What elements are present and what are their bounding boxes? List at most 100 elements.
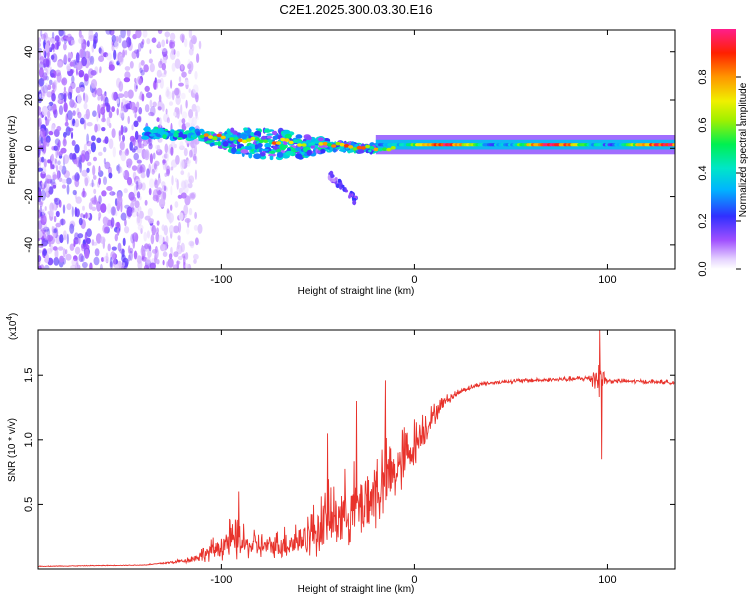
heatmap-cell — [345, 147, 350, 150]
heatmap-cell — [116, 221, 120, 229]
heatmap-cell — [71, 206, 74, 218]
heatmap-cell — [134, 200, 140, 208]
heatmap-cell — [348, 145, 354, 149]
heatmap-cell — [377, 147, 383, 152]
heatmap-cell — [166, 151, 169, 162]
heatmap-cell — [124, 148, 130, 156]
heatmap-cell — [318, 142, 324, 146]
heatmap-cell — [145, 257, 151, 264]
heatmap-cell — [136, 164, 143, 174]
heatmap-cell — [162, 56, 167, 65]
heatmap-cell — [272, 130, 278, 136]
heatmap-cell — [261, 148, 269, 152]
heatmap-cell — [73, 122, 80, 128]
heatmap-cell — [83, 175, 90, 184]
heatmap-cell — [120, 101, 124, 112]
heatmap-cell — [124, 218, 127, 227]
heatmap-cell — [100, 93, 104, 102]
heatmap-cell — [58, 165, 63, 171]
heatmap-cell — [77, 233, 84, 239]
heatmap-cell — [156, 117, 160, 122]
heatmap-cell — [170, 247, 173, 254]
heatmap-cell — [73, 240, 76, 247]
heatmap-cell — [89, 262, 93, 269]
heatmap-cell — [115, 35, 119, 43]
heatmap-cell — [85, 212, 88, 219]
heatmap-cell — [69, 99, 75, 108]
heatmap-cell — [152, 189, 159, 200]
heatmap-cell — [158, 234, 164, 245]
heatmap-cell — [360, 146, 366, 150]
heatmap-cell — [191, 134, 196, 138]
heatmap-cell — [80, 43, 87, 50]
heatmap-cell — [259, 152, 266, 157]
heatmap-cell — [140, 60, 145, 66]
heatmap-cell — [127, 115, 130, 125]
heatmap-cell — [147, 243, 151, 250]
figure-title: C2E1.2025.300.03.30.E16 — [279, 2, 432, 17]
heatmap-cell — [53, 246, 58, 251]
heatmap-cell — [46, 234, 54, 242]
heatmap-cell — [61, 165, 67, 175]
heatmap-cell — [142, 140, 148, 147]
heatmap-cell — [344, 187, 347, 193]
heatmap-cell — [75, 86, 81, 94]
heatmap-cell — [98, 165, 101, 174]
heatmap-cell — [52, 174, 58, 180]
heatmap-cell — [162, 259, 165, 266]
heatmap-cell — [62, 30, 66, 37]
heatmap-cell — [72, 110, 76, 116]
heatmap-cell — [38, 117, 42, 127]
heatmap-cell — [90, 142, 96, 153]
heatmap-cell — [127, 245, 131, 254]
heatmap-cell — [192, 84, 199, 94]
heatmap-cell — [81, 169, 88, 177]
heatmap-cell — [130, 233, 135, 244]
heatmap-cell — [305, 135, 312, 141]
heatmap-cell — [197, 223, 203, 234]
heatmap-cell — [149, 133, 156, 137]
heatmap-cell — [174, 58, 181, 69]
heatmap-cell — [43, 264, 50, 269]
heatmap-cell — [147, 249, 152, 258]
heatmap-cell — [139, 164, 146, 174]
heatmap-cell — [79, 117, 85, 125]
heatmap-cell — [71, 140, 76, 146]
heatmap-cell — [157, 177, 161, 186]
heatmap-cell — [56, 165, 59, 172]
heatmap-cell — [53, 215, 57, 223]
heatmap-cell — [214, 141, 219, 146]
heatmap-cell — [70, 81, 76, 90]
heatmap-cell — [42, 249, 47, 256]
heatmap-cell — [42, 144, 47, 154]
heatmap-cell — [330, 174, 335, 178]
heatmap-cell — [174, 87, 180, 96]
heatmap-cell — [177, 235, 181, 241]
colorbar-tick-label: 0.4 — [697, 165, 709, 180]
heatmap-cell — [50, 54, 55, 60]
heatmap-cell — [152, 101, 157, 108]
heatmap-cell — [63, 131, 67, 138]
heatmap-cell — [180, 192, 187, 199]
heatmap-cell — [327, 174, 331, 181]
heatmap-cell — [193, 253, 199, 260]
heatmap-cell — [81, 243, 86, 249]
heatmap-cell — [120, 30, 126, 39]
heatmap-cell — [92, 241, 98, 246]
heatmap-cell — [52, 184, 57, 189]
heatmap-cell — [56, 144, 60, 151]
heatmap-cell — [309, 142, 316, 146]
heatmap-cell — [83, 73, 89, 82]
heatmap-cell — [295, 147, 301, 152]
heatmap-cell — [167, 132, 174, 137]
heatmap-cell — [62, 230, 67, 241]
heatmap-cell — [122, 49, 126, 58]
heatmap-cell — [250, 132, 254, 137]
heatmap-cell — [390, 146, 396, 150]
heatmap-cell — [115, 210, 118, 217]
heatmap-cell — [331, 144, 337, 148]
heatmap-cell — [69, 152, 74, 160]
heatmap-cell — [176, 136, 183, 140]
heatmap-cell — [148, 218, 154, 224]
heatmap-cell — [124, 226, 130, 234]
